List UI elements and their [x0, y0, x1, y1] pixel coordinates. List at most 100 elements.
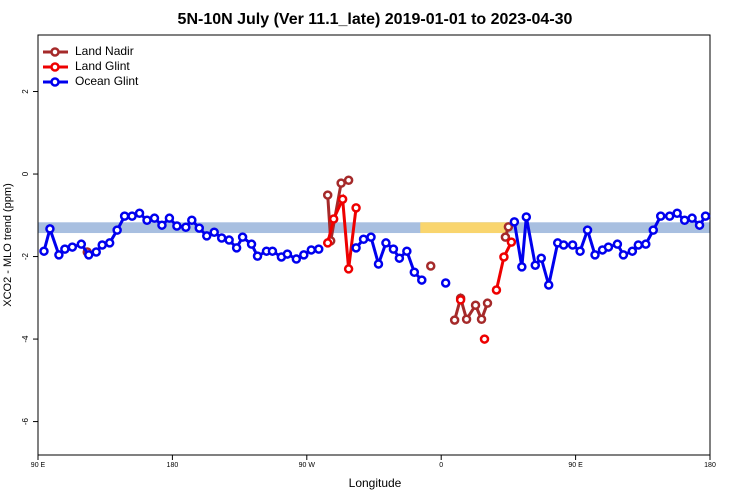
data-point — [479, 334, 490, 344]
data-point — [672, 208, 682, 218]
data-point — [313, 244, 324, 254]
highlight-region — [420, 222, 509, 234]
data-point — [509, 217, 520, 227]
data-point — [590, 250, 600, 260]
data-point — [402, 246, 412, 256]
data-point — [455, 295, 466, 305]
data-point — [543, 280, 554, 290]
legend-label: Land Nadir — [75, 44, 134, 58]
data-point — [224, 235, 234, 245]
data-point — [194, 223, 205, 233]
data-point — [506, 237, 517, 247]
data-point — [216, 233, 227, 243]
data-point — [84, 250, 94, 260]
data-point — [470, 300, 481, 310]
data-point — [366, 232, 376, 242]
data-point — [291, 254, 302, 264]
x-axis-label: Longitude — [349, 476, 402, 490]
x-tick-label: 0 — [439, 462, 443, 469]
data-point — [91, 247, 101, 257]
data-point — [655, 211, 666, 221]
data-point — [440, 278, 451, 288]
data-point — [558, 240, 569, 250]
data-point — [54, 250, 64, 260]
data-point — [76, 239, 87, 249]
data-point — [209, 227, 219, 237]
data-point — [417, 275, 427, 285]
data-point — [461, 314, 472, 325]
data-point — [337, 194, 348, 204]
data-point — [648, 225, 659, 235]
x-tick-label: 180 — [704, 462, 716, 469]
data-point — [491, 285, 502, 295]
chart-title: 5N-10N July (Ver 11.1_late) 2019-01-01 t… — [178, 11, 573, 28]
data-point — [172, 221, 182, 231]
data-point — [187, 215, 197, 225]
data-point — [60, 244, 70, 254]
data-point — [119, 211, 130, 221]
data-point — [134, 208, 145, 218]
data-point — [612, 239, 623, 249]
data-point — [476, 314, 487, 325]
data-point — [388, 244, 399, 254]
data-point — [603, 242, 614, 252]
data-point — [45, 224, 55, 234]
y-tick-label: -6 — [21, 417, 30, 425]
legend-marker — [50, 62, 60, 72]
data-point — [482, 298, 493, 308]
data-point — [503, 222, 514, 232]
data-point — [530, 260, 541, 270]
data-point — [67, 242, 78, 252]
data-point — [700, 211, 711, 221]
data-point — [39, 246, 49, 256]
data-point — [521, 212, 532, 222]
x-tick-label: 90 E — [31, 462, 46, 469]
data-point — [322, 190, 333, 200]
plot-frame — [37, 34, 711, 456]
data-point — [328, 214, 339, 224]
data-point — [641, 239, 651, 249]
data-point — [343, 175, 354, 185]
data-point — [104, 238, 115, 248]
data-point — [425, 261, 436, 271]
data-point — [164, 213, 175, 223]
data-point — [97, 240, 107, 250]
reference-band — [38, 222, 710, 234]
y-axis-label: XCO2 - MLO trend (ppm) — [2, 183, 14, 306]
x-tick-label: 90 E — [568, 462, 583, 469]
data-point — [499, 252, 509, 262]
data-point — [394, 253, 405, 263]
data-point — [694, 220, 705, 230]
x-tick-label: 180 — [167, 462, 179, 469]
data-point — [633, 240, 644, 250]
legend-label: Land Glint — [75, 59, 130, 73]
data-point — [500, 232, 511, 242]
data-point — [351, 203, 361, 213]
data-point — [127, 211, 137, 221]
data-point — [687, 213, 697, 223]
data-point — [299, 250, 309, 260]
data-point — [267, 246, 278, 256]
y-tick-label: 0 — [21, 171, 30, 176]
data-point — [142, 215, 152, 225]
data-point — [351, 243, 361, 253]
data-point — [181, 222, 191, 233]
data-point — [618, 250, 629, 260]
data-point — [449, 315, 460, 325]
data-point — [409, 267, 420, 277]
x-tick-label: 90 W — [299, 462, 316, 469]
y-tick-label: -4 — [21, 335, 30, 343]
data-point — [679, 215, 690, 225]
data-point — [358, 234, 369, 244]
data-point — [627, 246, 638, 256]
data-point — [336, 178, 346, 188]
data-point — [322, 238, 333, 248]
data-point — [567, 240, 578, 250]
data-point — [575, 246, 585, 256]
data-point — [582, 225, 593, 235]
data-point — [664, 211, 675, 221]
data-point — [231, 243, 242, 253]
data-point — [252, 251, 263, 261]
data-point — [536, 253, 547, 263]
